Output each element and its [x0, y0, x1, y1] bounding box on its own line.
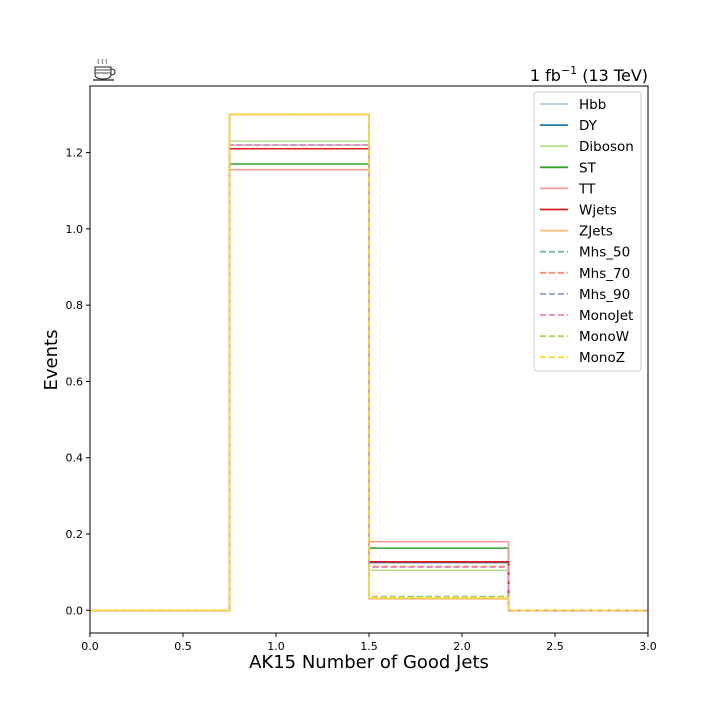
legend-label: MonoJet — [579, 308, 633, 324]
lumi-prefix: 1 fb — [530, 66, 561, 85]
legend-label: ST — [579, 160, 597, 176]
x-tick-label: 1.5 — [360, 640, 378, 653]
legend-label: MonoZ — [579, 350, 625, 366]
legend-label: Wjets — [579, 203, 617, 219]
legend-label: MonoW — [579, 329, 629, 345]
legend-label: ZJets — [579, 224, 613, 240]
y-tick-label: 1.2 — [66, 147, 84, 160]
coffee-cup-icon — [93, 58, 116, 81]
x-tick-label: 0.5 — [174, 640, 192, 653]
legend-label: TT — [578, 181, 596, 197]
legend-label: Diboson — [579, 139, 634, 155]
legend: Hbb DY Diboson ST TT Wjets ZJets Mhs_50 Mhs_70 Mh… — [533, 91, 642, 372]
y-tick-label: 0.6 — [66, 375, 84, 388]
legend-label: Mhs_90 — [579, 287, 630, 303]
legend-label: Mhs_50 — [579, 245, 630, 261]
y-tick-label: 0.2 — [66, 528, 84, 541]
lumi-suffix: (13 TeV) — [577, 66, 648, 85]
x-tick-label: 1.0 — [267, 640, 285, 653]
legend-box — [533, 91, 642, 372]
lumi-exponent: −1 — [561, 64, 577, 77]
x-axis: 0.0 0.5 1.0 1.5 2.0 2.5 3.0 — [81, 633, 657, 653]
x-tick-label: 2.5 — [546, 640, 564, 653]
y-axis-label: Events — [41, 330, 62, 391]
y-tick-label: 0.0 — [66, 604, 84, 617]
legend-label: Mhs_70 — [579, 266, 630, 282]
x-tick-label: 2.0 — [453, 640, 471, 653]
series-layer — [90, 113, 648, 612]
y-axis: 0.0 0.2 0.4 0.6 0.8 1.0 1.2 — [66, 147, 90, 617]
series-monoz — [90, 113, 648, 612]
y-tick-label: 0.4 — [66, 452, 84, 465]
y-tick-label: 0.8 — [66, 299, 84, 312]
x-axis-label: AK15 Number of Good Jets — [249, 652, 489, 673]
luminosity-label: 1 fb−1 (13 TeV) — [530, 64, 648, 85]
y-tick-label: 1.0 — [66, 223, 84, 236]
x-tick-label: 0.0 — [81, 640, 99, 653]
legend-label: DY — [579, 118, 598, 134]
legend-label: Hbb — [579, 97, 606, 113]
x-tick-label: 3.0 — [639, 640, 657, 653]
